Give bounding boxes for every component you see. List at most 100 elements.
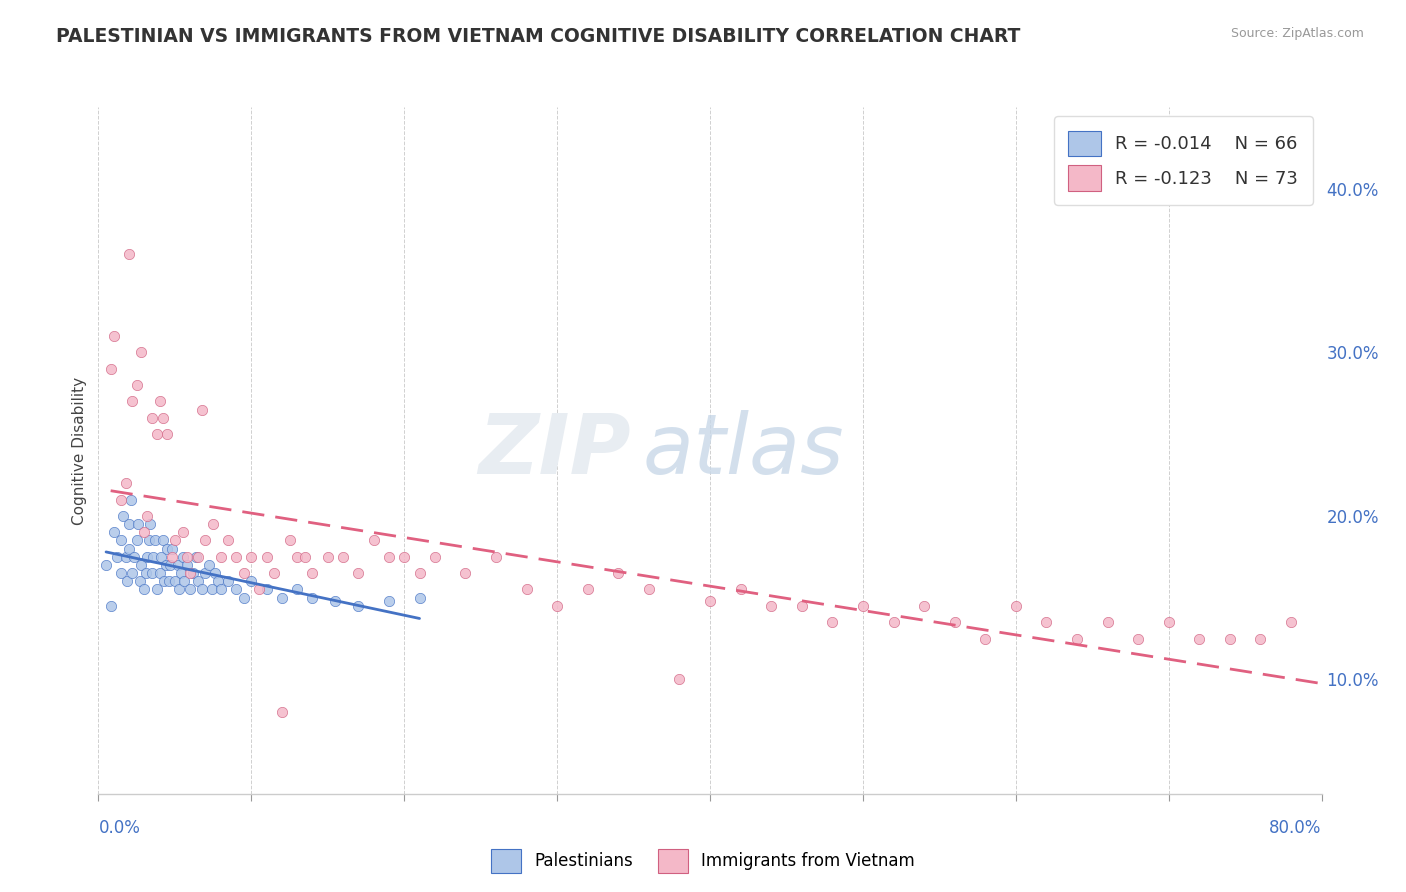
Legend: Palestinians, Immigrants from Vietnam: Palestinians, Immigrants from Vietnam: [484, 842, 922, 880]
Point: [852, 599, 875, 613]
Point: [347, 599, 370, 613]
Point: [100, 361, 122, 376]
Point: [156, 427, 179, 442]
Point: [121, 394, 143, 409]
Point: [163, 574, 186, 589]
Point: [136, 508, 159, 523]
Point: [179, 566, 201, 580]
Point: [181, 566, 204, 580]
Point: [176, 549, 198, 564]
Point: [125, 378, 148, 392]
Point: [1249, 632, 1271, 646]
Point: [301, 566, 323, 580]
Point: [127, 516, 149, 531]
Point: [759, 599, 782, 613]
Point: [1279, 615, 1302, 630]
Point: [325, 594, 347, 608]
Point: [225, 582, 247, 597]
Point: [167, 558, 190, 572]
Point: [883, 615, 905, 630]
Point: [160, 541, 183, 556]
Point: [187, 549, 209, 564]
Point: [247, 582, 270, 597]
Point: [136, 549, 159, 564]
Point: [103, 525, 125, 540]
Point: [149, 394, 172, 409]
Point: [270, 591, 292, 605]
Point: [408, 591, 430, 605]
Point: [105, 549, 128, 564]
Point: [110, 566, 132, 580]
Point: [790, 599, 813, 613]
Point: [186, 549, 208, 564]
Point: [121, 566, 143, 580]
Point: [110, 492, 132, 507]
Point: [120, 492, 142, 507]
Point: [141, 566, 163, 580]
Point: [139, 516, 162, 531]
Point: [115, 476, 138, 491]
Point: [111, 508, 134, 523]
Point: [607, 566, 630, 580]
Point: [209, 582, 232, 597]
Point: [347, 566, 370, 580]
Point: [125, 533, 148, 548]
Point: [134, 525, 156, 540]
Point: [301, 591, 323, 605]
Point: [1066, 632, 1088, 646]
Point: [270, 705, 292, 719]
Point: [145, 427, 167, 442]
Point: [169, 582, 191, 597]
Point: [118, 516, 141, 531]
Point: [118, 541, 141, 556]
Point: [122, 549, 145, 564]
Point: [135, 566, 157, 580]
Point: [103, 329, 125, 343]
Point: [179, 582, 201, 597]
Point: [191, 582, 214, 597]
Point: [1035, 615, 1057, 630]
Point: [94, 558, 117, 572]
Point: [1188, 632, 1211, 646]
Point: [454, 566, 477, 580]
Point: [142, 549, 165, 564]
Text: 0.0%: 0.0%: [98, 819, 141, 837]
Point: [152, 410, 174, 425]
Point: [172, 525, 194, 540]
Text: 80.0%: 80.0%: [1270, 819, 1322, 837]
Point: [118, 247, 141, 261]
Point: [163, 533, 186, 548]
Point: [143, 533, 166, 548]
Point: [117, 574, 139, 589]
Point: [170, 566, 193, 580]
Point: [115, 549, 138, 564]
Point: [423, 549, 446, 564]
Point: [378, 549, 401, 564]
Point: [1004, 599, 1026, 613]
Point: [408, 566, 430, 580]
Point: [207, 574, 229, 589]
Point: [160, 549, 183, 564]
Point: [316, 549, 339, 564]
Point: [263, 566, 285, 580]
Point: [294, 549, 316, 564]
Text: PALESTINIAN VS IMMIGRANTS FROM VIETNAM COGNITIVE DISABILITY CORRELATION CHART: PALESTINIAN VS IMMIGRANTS FROM VIETNAM C…: [56, 27, 1021, 45]
Point: [256, 549, 278, 564]
Point: [232, 566, 254, 580]
Point: [149, 566, 172, 580]
Point: [1219, 632, 1241, 646]
Point: [150, 549, 173, 564]
Point: [187, 574, 209, 589]
Point: [256, 582, 278, 597]
Point: [240, 574, 263, 589]
Point: [699, 594, 721, 608]
Text: atlas: atlas: [643, 410, 845, 491]
Point: [194, 533, 217, 548]
Point: [217, 574, 239, 589]
Point: [332, 549, 354, 564]
Point: [392, 549, 416, 564]
Point: [278, 533, 301, 548]
Point: [217, 533, 239, 548]
Point: [128, 574, 150, 589]
Text: ZIP: ZIP: [478, 410, 630, 491]
